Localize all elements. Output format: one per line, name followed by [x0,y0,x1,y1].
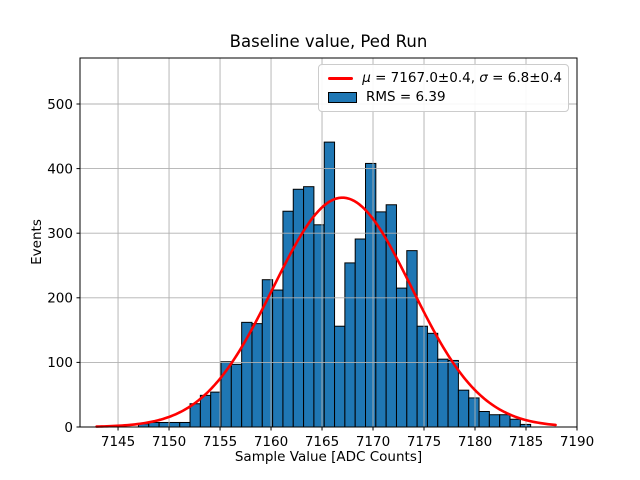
x-tick-label: 7150 [152,434,186,450]
legend-patch-sample [328,91,357,103]
histogram-bar [189,403,201,428]
y-tick-label: 300 [47,226,73,242]
legend-entry-rms: RMS = 6.39 [328,88,562,105]
legend: μ = 7167.0±0.4, σ = 6.8±0.4 RMS = 6.39 [318,64,569,112]
histogram-bar [406,250,418,428]
histogram-bar [210,391,222,428]
gaussian-fit-curve [95,196,557,428]
histogram-bar [292,188,305,428]
mu-value: = 7167.0±0.4, [370,70,480,86]
histogram-bar [395,287,408,428]
legend-rms-label: RMS = 6.39 [366,88,446,105]
x-tick-label: 7185 [509,434,543,450]
histogram-bar [437,358,449,428]
histogram-bar [426,332,439,428]
histogram-bar [499,414,511,428]
histogram-bar [447,359,459,428]
x-axis-label: Sample Value [ADC Counts] [234,449,423,465]
mu-symbol: μ [362,70,371,86]
y-tick-label: 200 [47,291,73,307]
histogram-bar [313,224,325,428]
histogram-bar [416,325,428,428]
histogram-bar [478,411,490,428]
chart-title: Baseline value, Ped Run [229,32,428,51]
x-tick-label: 7145 [101,434,135,450]
histogram-bar [509,418,521,428]
x-tick-label: 7190 [560,434,594,450]
histogram-bar [334,325,346,428]
histogram-bar [199,394,212,428]
x-tick-label: 7165 [305,434,339,450]
y-tick-label: 100 [47,355,73,371]
histogram-bar [365,162,377,428]
legend-fit-label: μ = 7167.0±0.4, σ = 6.8±0.4 [362,70,562,86]
histogram-bar [323,141,336,428]
sigma-symbol: σ [479,70,488,86]
histogram-bar [457,389,470,428]
histogram-bar [179,421,191,428]
legend-line-sample [328,77,354,81]
histogram-bar [272,289,284,428]
x-tick-label: 7155 [203,434,237,450]
histogram-bar [375,211,387,428]
y-tick-label: 0 [64,420,73,436]
histogram-bar [385,204,397,428]
x-tick-label: 7170 [356,434,390,450]
histogram-bar [468,397,480,428]
histogram-bar [251,323,263,428]
histogram-bar [158,421,170,428]
axes-spines [79,57,578,428]
legend-entry-gaussian-fit: μ = 7167.0±0.4, σ = 6.8±0.4 [328,70,562,86]
histogram-bar [488,414,501,428]
histogram-bar [168,421,181,428]
x-tick-label: 7160 [254,434,288,450]
histogram-bar [282,210,294,428]
y-tick-label: 500 [47,97,73,113]
y-tick-label: 400 [47,161,73,177]
y-axis-label: Events [29,219,45,265]
x-tick-label: 7180 [458,434,492,450]
histogram-bar [230,363,243,428]
histogram-bar [354,238,367,428]
sigma-value: = 6.8±0.4 [487,70,562,86]
x-tick-label: 7175 [407,434,441,450]
histogram-bar [344,262,356,428]
axis-ticks: 7145 7150 7155 7160 7165 7170 7175 7180 7185 7190… [47,97,594,450]
